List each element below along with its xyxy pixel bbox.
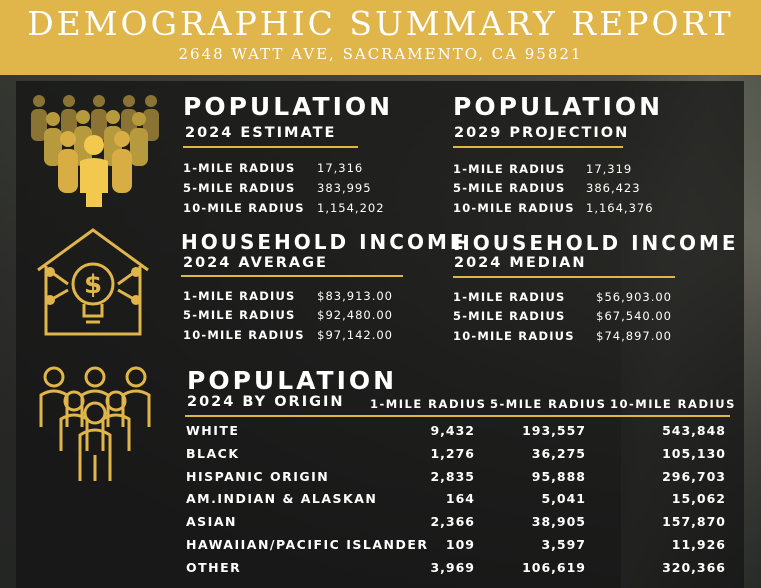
pop2029-row-value: 1,164,376 [586,201,654,215]
origin-subtitle: 2024 BY ORIGIN [187,394,345,410]
report-address: 2648 WATT AVE, SACRAMENTO, CA 95821 [178,45,583,63]
income-median-row-label: 10-MILE RADIUS [453,329,575,343]
origin-row-value: 109 [445,537,475,552]
pop2029-row-value: 17,319 [586,162,633,176]
population-2024-subtitle: 2024 ESTIMATE [185,125,337,141]
origin-row-value: 1,276 [430,446,475,461]
group-people-icon [39,366,151,481]
origin-row-value: 2,835 [430,469,475,484]
income-median-title: HOUSEHOLD INCOME [453,231,739,255]
origin-row-label: HISPANIC ORIGIN [186,469,330,484]
population-2029-title: POPULATION [453,92,664,121]
population-2024-underline [183,146,358,148]
origin-row-value: 193,557 [522,423,586,438]
income-avg-row-value: $92,480.00 [317,308,393,322]
origin-table-underline [185,415,730,417]
pop2024-row-value: 383,995 [317,181,372,195]
income-median-row-label: 5-MILE RADIUS [453,309,566,323]
origin-column-header: 5-MILE RADIUS [490,397,607,411]
origin-row-value: 105,130 [662,446,726,461]
origin-row-value: 296,703 [662,469,726,484]
pop2024-row-label: 1-MILE RADIUS [183,161,296,175]
origin-row-value: 9,432 [430,423,475,438]
pop2029-row-value: 386,423 [586,181,641,195]
svg-text:$: $ [84,270,102,300]
origin-row-value: 5,041 [541,491,586,506]
origin-row-value: 320,366 [662,560,726,575]
origin-row-value: 106,619 [522,560,586,575]
people-crowd-icon [31,95,159,207]
origin-column-header: 1-MILE RADIUS [370,397,487,411]
income-avg-title: HOUSEHOLD INCOME [181,230,467,254]
origin-row-value: 36,275 [531,446,586,461]
income-avg-row-label: 10-MILE RADIUS [183,328,305,342]
income-median-row-value: $56,903.00 [596,290,672,304]
income-avg-row-label: 5-MILE RADIUS [183,308,296,322]
origin-row-label: OTHER [186,560,242,575]
origin-column-header: 10-MILE RADIUS [610,397,736,411]
income-median-underline [453,276,675,278]
income-median-subtitle: 2024 MEDIAN [454,255,587,271]
origin-row-value: 164 [445,491,475,506]
income-avg-row-label: 1-MILE RADIUS [183,289,296,303]
population-2029-underline [453,146,623,148]
income-avg-row-value: $97,142.00 [317,328,393,342]
income-avg-subtitle: 2024 AVERAGE [183,255,328,271]
income-median-row-value: $74,897.00 [596,329,672,343]
pop2024-row-value: 1,154,202 [317,201,385,215]
report-title: DEMOGRAPHIC SUMMARY REPORT [27,4,734,43]
pop2029-row-label: 1-MILE RADIUS [453,162,566,176]
income-avg-underline [181,275,403,277]
origin-row-value: 2,366 [430,514,475,529]
house-income-icon: $ [37,228,149,336]
origin-row-value: 157,870 [662,514,726,529]
origin-row-label: BLACK [186,446,240,461]
pop2029-row-label: 10-MILE RADIUS [453,201,575,215]
origin-row-label: WHITE [186,423,240,438]
report-header: DEMOGRAPHIC SUMMARY REPORT 2648 WATT AVE… [0,0,761,75]
origin-row-value: 38,905 [531,514,586,529]
pop2024-row-label: 10-MILE RADIUS [183,201,305,215]
pop2024-row-label: 5-MILE RADIUS [183,181,296,195]
income-median-row-value: $67,540.00 [596,309,672,323]
population-2029-subtitle: 2029 PROJECTION [454,125,630,141]
origin-row-value: 15,062 [671,491,726,506]
origin-row-value: 95,888 [531,469,586,484]
pop2024-row-value: 17,316 [317,161,364,175]
population-2024-title: POPULATION [183,92,394,121]
origin-row-value: 3,969 [430,560,475,575]
origin-row-value: 543,848 [662,423,726,438]
origin-title: POPULATION [187,366,398,395]
origin-row-label: HAWAIIAN/PACIFIC ISLANDER [186,537,429,552]
origin-row-label: ASIAN [186,514,237,529]
income-median-row-label: 1-MILE RADIUS [453,290,566,304]
origin-row-value: 3,597 [541,537,586,552]
income-avg-row-value: $83,913.00 [317,289,393,303]
origin-row-label: AM.INDIAN & ALASKAN [186,491,378,506]
pop2029-row-label: 5-MILE RADIUS [453,181,566,195]
origin-row-value: 11,926 [671,537,726,552]
